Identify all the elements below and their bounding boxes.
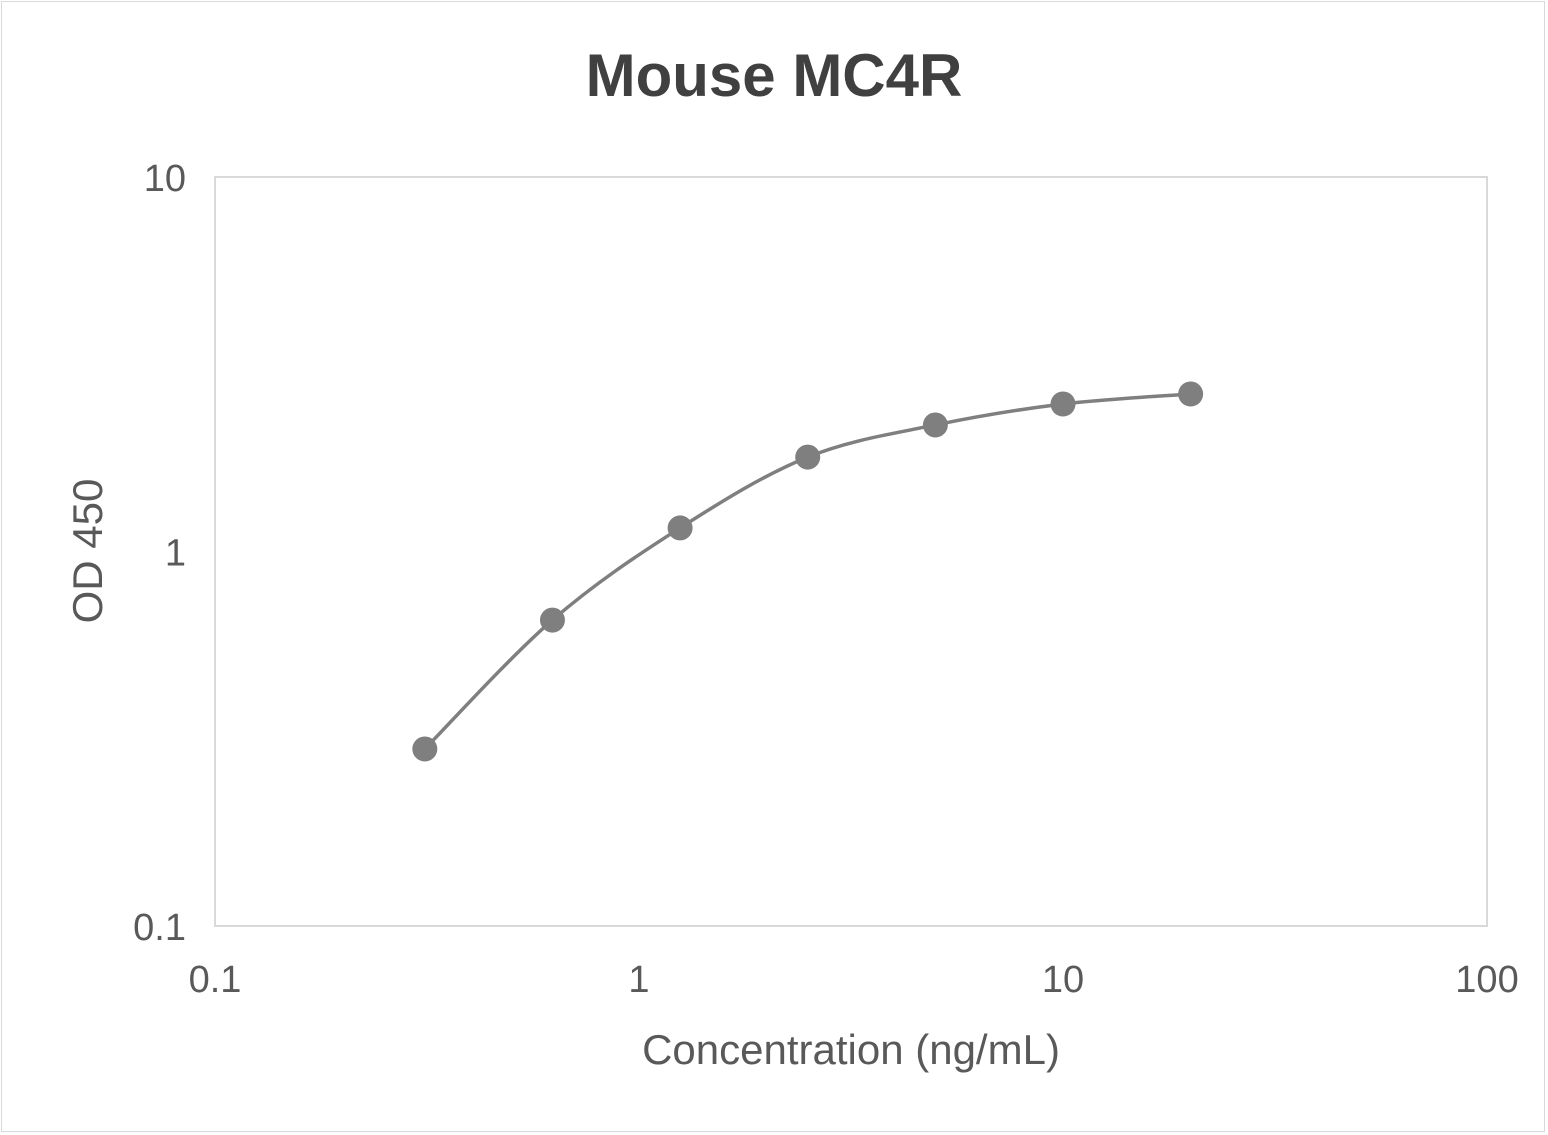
x-tick-label: 10 — [1042, 959, 1084, 1001]
data-point — [922, 412, 948, 438]
data-point — [1050, 391, 1076, 417]
data-point — [412, 736, 438, 762]
x-tick-label: 100 — [1455, 959, 1518, 1001]
y-tick-label: 0.1 — [133, 907, 186, 949]
data-point — [795, 444, 821, 470]
y-tick-label: 1 — [165, 533, 186, 575]
data-point — [667, 515, 693, 541]
plot-area — [214, 176, 1488, 927]
y-tick-label: 10 — [144, 158, 186, 200]
x-tick-label: 1 — [628, 959, 649, 1001]
chart-title: Mouse MC4R — [586, 42, 963, 109]
x-tick-label: 0.1 — [189, 959, 242, 1001]
x-axis-label: Concentration (ng/mL) — [642, 1026, 1060, 1073]
y-axis-label: OD 450 — [64, 479, 111, 624]
data-point — [1178, 381, 1204, 407]
data-point — [539, 607, 565, 633]
